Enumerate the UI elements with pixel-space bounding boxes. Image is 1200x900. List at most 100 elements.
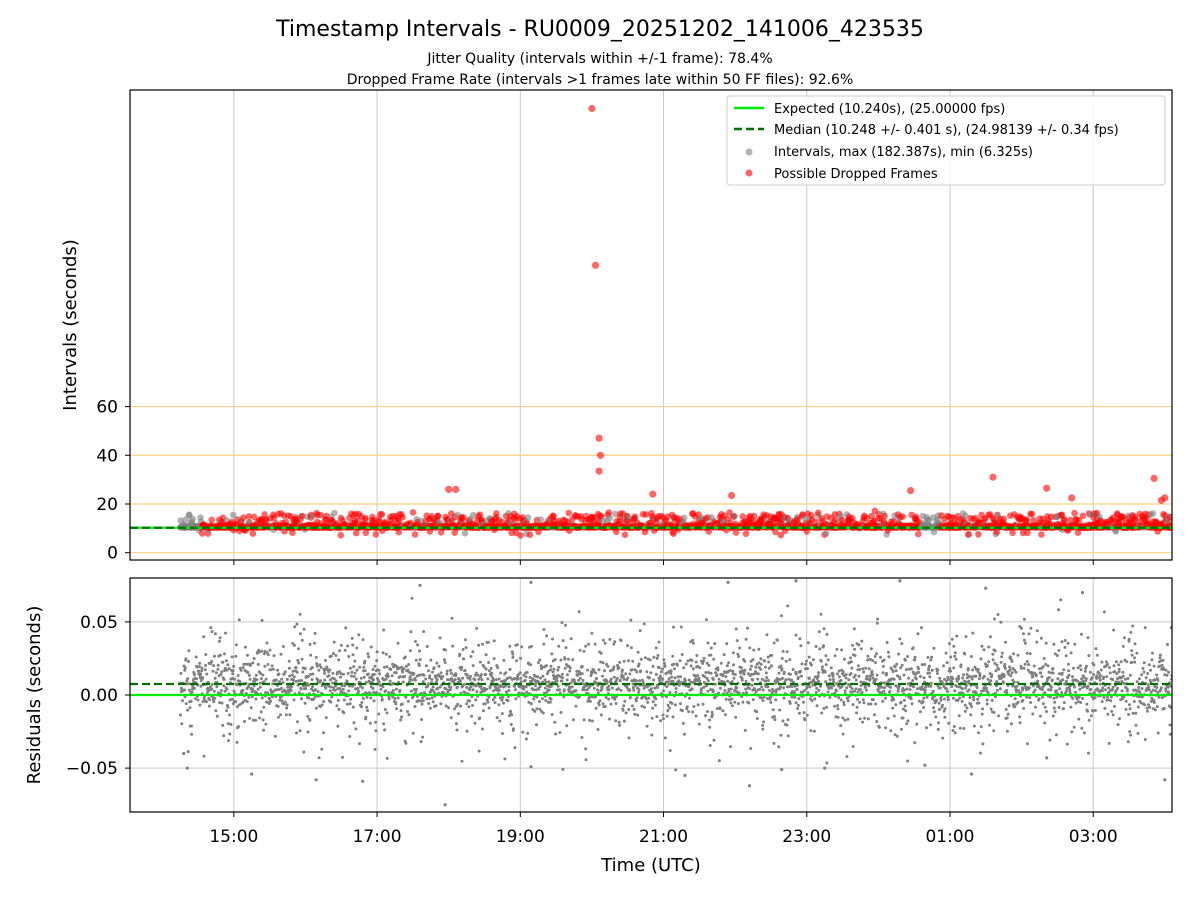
residual-point xyxy=(666,709,670,713)
interval-point xyxy=(670,530,677,537)
residual-point xyxy=(276,704,280,708)
residual-point xyxy=(632,707,636,711)
residual-point xyxy=(352,665,356,669)
residual-point xyxy=(515,659,519,663)
residual-point xyxy=(921,700,925,704)
residual-point xyxy=(557,688,561,692)
residual-point xyxy=(198,661,202,665)
residual-point xyxy=(885,641,889,644)
residual-point xyxy=(748,687,751,690)
residual-point xyxy=(772,741,776,745)
interval-point xyxy=(451,529,459,536)
residual-point xyxy=(572,678,576,682)
residual-point xyxy=(277,715,280,719)
residual-point xyxy=(663,736,667,740)
residual-point xyxy=(642,622,646,626)
residual-point xyxy=(499,671,503,675)
residual-point xyxy=(599,651,603,655)
residual-point xyxy=(541,674,545,678)
residual-point xyxy=(390,674,394,678)
residual-point xyxy=(794,701,798,705)
residual-point xyxy=(465,729,469,733)
residual-point xyxy=(299,687,303,691)
residual-point xyxy=(480,678,484,682)
residual-point xyxy=(905,687,909,691)
residual-point xyxy=(457,677,461,681)
residual-point xyxy=(780,614,783,618)
interval-point xyxy=(1024,529,1031,537)
residual-point xyxy=(731,651,735,655)
residual-point xyxy=(733,700,737,704)
residual-point xyxy=(361,697,365,700)
residual-point xyxy=(373,664,377,668)
residual-point xyxy=(607,688,611,692)
residual-point xyxy=(850,666,854,670)
residual-point xyxy=(309,672,312,676)
residual-point xyxy=(329,685,333,689)
residual-point xyxy=(213,696,217,700)
residual-point xyxy=(280,677,284,681)
residual-point xyxy=(750,683,754,687)
residual-point xyxy=(469,674,472,678)
interval-point xyxy=(189,515,196,523)
residual-point xyxy=(903,658,907,662)
residual-point xyxy=(817,671,821,675)
residual-point xyxy=(929,684,933,688)
residual-point xyxy=(689,664,693,668)
residual-point xyxy=(560,679,564,683)
residual-point xyxy=(639,657,643,661)
residual-point xyxy=(638,629,642,633)
interval-point xyxy=(409,509,417,516)
residual-point xyxy=(822,644,825,648)
residual-point xyxy=(404,741,408,745)
residual-point xyxy=(262,705,266,709)
residual-point xyxy=(650,690,654,694)
residual-point xyxy=(926,655,930,659)
residual-point xyxy=(399,718,403,722)
residual-point xyxy=(237,725,240,728)
residual-point xyxy=(627,708,631,711)
residual-point xyxy=(873,654,877,658)
intervals-data xyxy=(130,104,1172,539)
residual-point xyxy=(522,687,526,691)
residual-point xyxy=(784,659,788,663)
residual-point xyxy=(542,628,546,631)
residual-point xyxy=(362,665,366,669)
residual-point xyxy=(336,724,340,728)
residual-point xyxy=(552,667,556,671)
residual-point xyxy=(877,725,881,729)
residual-point xyxy=(354,677,358,681)
interval-point xyxy=(395,528,403,536)
residual-point xyxy=(363,669,367,673)
residual-point xyxy=(513,746,517,750)
residual-point xyxy=(617,687,620,691)
residual-point xyxy=(584,747,588,751)
residual-point xyxy=(501,695,505,699)
residual-point xyxy=(685,705,689,709)
residual-point xyxy=(803,718,807,722)
residual-point xyxy=(270,664,274,668)
residual-point xyxy=(568,666,572,670)
residual-point xyxy=(842,703,846,707)
residual-point xyxy=(634,699,638,703)
residual-point xyxy=(534,681,538,685)
residual-point xyxy=(319,665,323,669)
residual-point xyxy=(802,700,805,704)
residual-point xyxy=(335,704,339,708)
residual-point xyxy=(479,673,483,677)
residual-point xyxy=(869,647,873,651)
residual-point xyxy=(430,696,434,700)
residual-point xyxy=(627,659,630,663)
interval-outlier-point xyxy=(1068,494,1076,502)
residual-point xyxy=(197,669,201,673)
residual-point xyxy=(435,678,439,682)
residual-point xyxy=(635,679,638,683)
residual-point xyxy=(248,716,252,720)
interval-point xyxy=(915,530,922,538)
residual-point xyxy=(382,722,386,726)
residual-point xyxy=(364,715,368,719)
residual-point xyxy=(533,674,537,678)
residual-point xyxy=(691,638,695,642)
residual-point xyxy=(410,678,414,682)
